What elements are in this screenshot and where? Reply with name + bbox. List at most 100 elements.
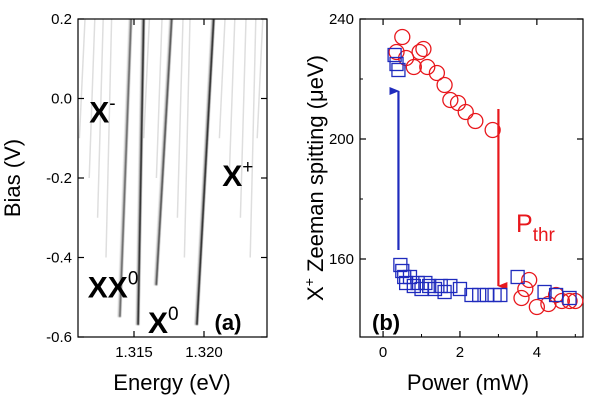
data-point-circle: [388, 43, 405, 61]
y-tick-label: 0.0: [51, 91, 72, 108]
x-tick-label: 1.315: [115, 344, 153, 361]
background-streak: [88, 19, 96, 179]
panel-b-y-axis-label-rest: Zeeman spitting (μeV): [303, 55, 328, 278]
background-streak: [96, 19, 104, 218]
panel-a-background-lines: [78, 19, 264, 258]
emission-line: [155, 19, 173, 286]
panel-b-data-points: [387, 28, 584, 316]
threshold-power-label: Pthr: [516, 210, 556, 246]
background-streak: [239, 19, 247, 218]
data-point-circle: [484, 121, 501, 139]
line-label: X-: [89, 93, 115, 129]
background-streak: [155, 19, 163, 179]
panel-b-y-axis-label: X+ Zeeman spitting (μeV): [301, 55, 328, 301]
panel-a-x-axis-label: Energy (eV): [113, 370, 230, 395]
background-streak: [228, 19, 236, 179]
y-tick-label: 160: [329, 251, 354, 268]
data-point-square: [387, 47, 402, 63]
line-label-superscript: 0: [128, 268, 139, 289]
x-tick-label: 0: [379, 344, 387, 361]
line-label-base: X: [148, 307, 168, 340]
data-point-circle: [428, 64, 446, 82]
data-point-circle: [436, 76, 453, 94]
line-label-superscript: -: [109, 93, 115, 114]
line-label-superscript: 0: [168, 304, 179, 325]
panel-b-arrows: [389, 87, 508, 290]
data-point-circle: [513, 289, 530, 307]
background-streak: [143, 19, 151, 139]
data-point-circle: [415, 40, 432, 58]
emission-line: [119, 19, 133, 318]
line-label-base: XX: [88, 271, 128, 304]
data-point-circle: [467, 112, 484, 130]
background-streak: [105, 19, 113, 258]
background-streak: [78, 19, 86, 139]
background-streak: [218, 19, 226, 139]
emission-line-halo: [135, 19, 144, 326]
emission-line-halo: [117, 19, 131, 318]
data-point-square: [391, 62, 406, 78]
data-point-square: [472, 287, 487, 303]
line-label-superscript: +: [242, 157, 253, 178]
data-point-square: [487, 287, 502, 303]
threshold-power-symbol: P: [516, 210, 533, 238]
data-point-circle: [442, 91, 459, 109]
panel-b-zeeman-vs-power: 0 2 4 160 200 240 Pthr (b) Power (mW) X+ Zeem…: [301, 11, 584, 395]
panel-b-y-axis-label-base: X: [303, 286, 328, 301]
y-tick-label: -0.4: [46, 250, 72, 267]
panel-a-plot-area: [78, 19, 267, 337]
panel-b-frame: [359, 18, 584, 338]
data-point-circle: [528, 298, 546, 316]
data-point-circle: [419, 58, 436, 76]
background-streak: [256, 19, 264, 139]
y-tick-label: 0.2: [51, 11, 72, 28]
line-label: XX0: [88, 268, 139, 304]
data-point-square: [562, 290, 577, 306]
emission-line-halo: [153, 19, 172, 286]
emission-line: [196, 19, 215, 326]
data-point-square: [422, 278, 437, 294]
line-label-base: X: [89, 96, 109, 129]
x-tick-label: 4: [533, 344, 541, 361]
x-tick-label: 2: [456, 344, 464, 361]
y-tick-label: 240: [329, 11, 354, 28]
data-point-circle: [394, 28, 411, 46]
panel-b-label: (b): [372, 310, 400, 335]
data-point-square: [443, 278, 458, 294]
data-point-square: [510, 269, 525, 285]
data-point-square: [537, 284, 552, 300]
line-label-base: X: [222, 160, 242, 193]
panel-a-y-axis-label: Bias (V): [0, 139, 25, 217]
background-streak: [249, 19, 257, 258]
data-point-circle: [567, 292, 584, 310]
data-point-square: [427, 281, 443, 297]
threshold-power-subscript: thr: [533, 225, 556, 246]
data-point-square: [479, 287, 495, 303]
background-streak: [183, 19, 191, 258]
data-point-square: [464, 287, 479, 303]
x-tick-label: 1.320: [185, 344, 223, 361]
data-point-square: [493, 287, 508, 303]
panel-a-ticks: 1.315 1.320 0.2 0.0 -0.2 -0.4 -0.6: [46, 11, 267, 361]
data-point-square: [406, 278, 421, 294]
y-tick-label: 200: [329, 131, 354, 148]
background-streak: [176, 19, 184, 218]
panel-b-x-axis-label: Power (mW): [407, 370, 529, 395]
panel-a-label: (a): [215, 310, 242, 335]
data-point-circle: [405, 58, 422, 76]
data-point-circle: [517, 280, 534, 298]
emission-line: [137, 19, 145, 326]
data-point-circle: [457, 103, 474, 121]
line-label: X0: [148, 304, 179, 340]
emission-line-halo: [194, 19, 214, 326]
line-label: X+: [222, 157, 253, 193]
data-point-circle: [521, 271, 538, 289]
data-point-circle: [411, 43, 428, 61]
panel-b-y-axis-label-sup: +: [301, 278, 317, 286]
panel-b-ticks: 0 2 4 160 200 240: [329, 11, 583, 361]
panel-a-emission-lines: [117, 19, 215, 326]
y-tick-label: -0.2: [46, 170, 72, 187]
